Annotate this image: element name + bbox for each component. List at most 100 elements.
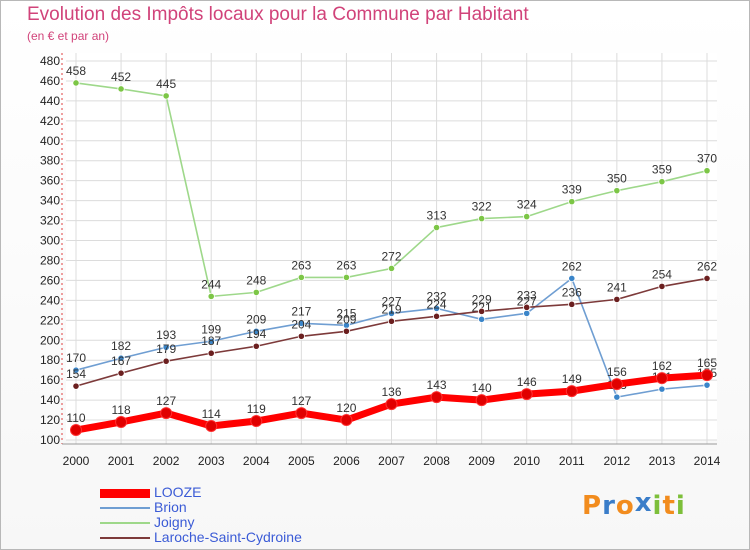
data-label: 241 [607,280,627,294]
data-point [162,357,170,365]
data-point [658,178,666,186]
data-label: 146 [517,375,537,389]
legend-label: LOOZE [154,484,202,500]
data-point [160,407,173,420]
data-point [70,424,82,437]
data-point [658,282,666,291]
data-point [205,420,218,433]
data-point [72,366,80,374]
data-point [701,369,713,382]
y-tick-label: 320 [40,214,60,228]
data-label: 263 [336,258,356,272]
logo-letter: i [675,491,686,521]
data-point [252,327,260,335]
data-label: 322 [472,200,492,214]
data-label: 254 [652,267,672,281]
y-tick-label: 240 [40,293,60,307]
data-point [478,315,486,323]
data-label: 110 [66,411,85,425]
data-label: 224 [427,297,447,311]
data-point [342,327,351,335]
data-point [207,349,215,357]
data-label: 167 [111,354,131,368]
data-label: 217 [291,304,311,318]
y-tick-label: 160 [40,373,60,387]
data-label: 162 [652,359,672,373]
data-label: 313 [427,209,447,223]
data-point [523,309,531,317]
y-tick-label: 280 [40,253,60,267]
y-tick-label: 260 [40,273,60,287]
y-tick-label: 440 [40,94,60,108]
logo-letter: i [652,491,663,521]
legend-swatch [100,537,150,539]
data-point [565,385,578,398]
data-label: 232 [427,289,447,303]
legend-swatch [100,507,150,509]
data-label: 339 [562,183,582,197]
data-point [432,223,441,232]
data-point [387,317,396,325]
legend-swatch [100,488,150,498]
data-label: 263 [291,258,311,272]
legend-label: Joigny [154,514,195,530]
data-label: 209 [336,312,356,326]
legend-label: Brion [154,499,187,515]
y-tick-label: 380 [40,154,60,168]
data-point [387,309,396,317]
x-tick-label: 2009 [468,454,495,468]
data-point [207,337,215,345]
data-label: 194 [246,327,266,341]
data-point [117,85,125,93]
data-point [162,92,170,100]
y-tick-label: 200 [40,333,60,347]
data-label: 187 [201,334,221,348]
data-label: 227 [381,294,401,308]
y-tick-label: 340 [40,194,60,208]
x-tick-label: 2001 [108,454,135,468]
data-point [520,388,533,401]
data-point [297,319,305,327]
data-label: 140 [472,381,492,395]
x-tick-label: 2010 [513,454,540,468]
data-label: 149 [562,372,582,386]
data-point [117,369,125,377]
data-label: 233 [517,288,537,302]
x-tick-label: 2006 [333,454,360,468]
data-point [432,312,441,320]
data-label: 244 [201,277,221,291]
data-point [252,288,260,296]
x-tick-label: 2013 [649,454,676,468]
data-point [115,416,128,429]
y-tick-label: 400 [40,134,60,148]
data-point [295,407,308,420]
y-tick-label: 140 [40,393,60,407]
data-label: 452 [111,70,131,84]
y-tick-label: 180 [40,353,60,367]
logo-letter: t [662,491,676,521]
x-tick-label: 2007 [378,454,405,468]
logo-letter: x [634,488,653,518]
data-point [387,264,396,273]
logo-letter: P [582,491,603,521]
data-label: 458 [66,64,86,78]
data-point [523,303,531,311]
data-point [610,378,623,391]
data-label: 143 [427,378,447,392]
data-label: 119 [247,402,266,416]
y-tick-label: 100 [40,433,60,447]
data-point [478,307,486,315]
chart-subtitle: (en € et par an) [27,29,110,43]
x-tick-label: 2003 [198,454,225,468]
data-label: 215 [336,306,356,320]
data-point [478,214,486,223]
logo-letter: o [615,491,635,521]
data-point [430,391,443,404]
legend-swatch [100,522,150,524]
data-label: 170 [66,351,86,365]
chart-title: Evolution des Impôts locaux pour la Comm… [27,4,529,25]
y-tick-label: 460 [40,74,60,88]
data-point [613,393,621,401]
data-label: 236 [562,285,582,299]
